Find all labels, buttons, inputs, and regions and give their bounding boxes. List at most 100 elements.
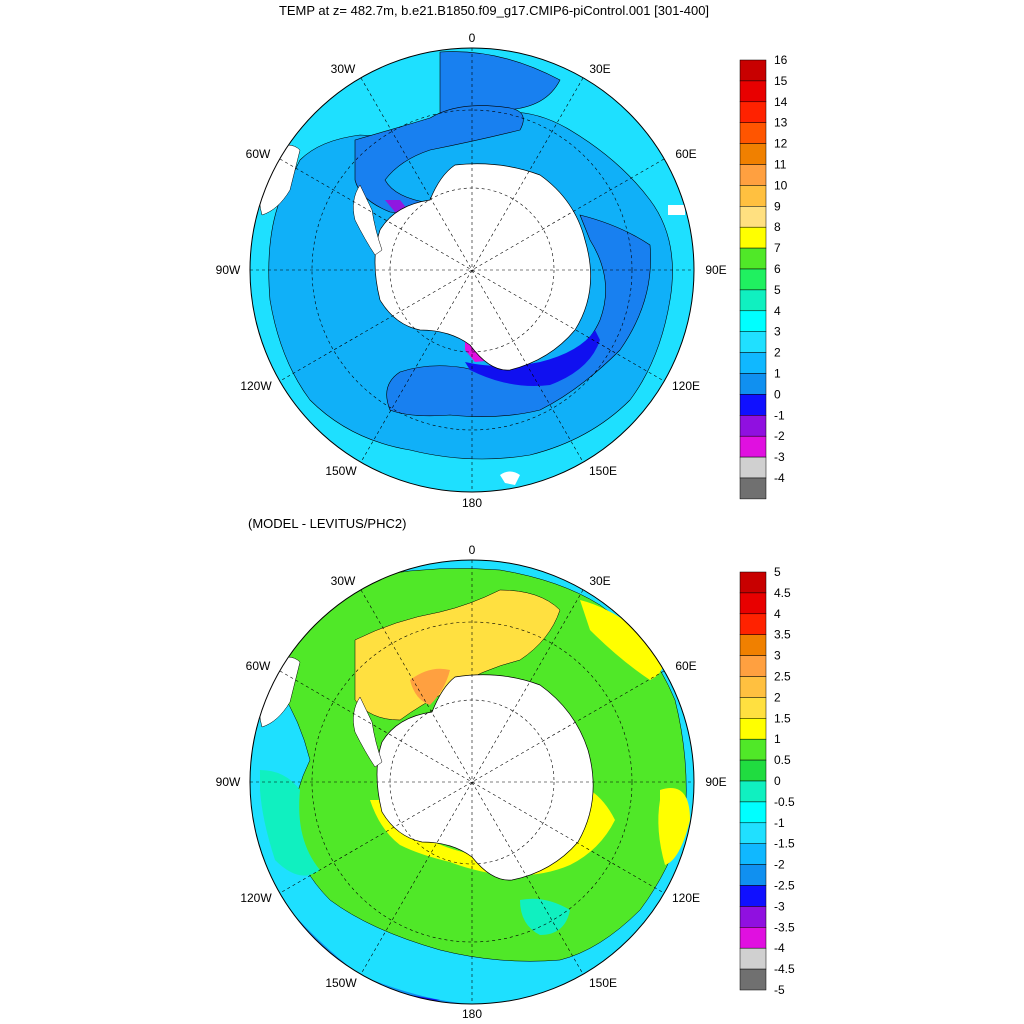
colorbar-tick-label: -3 bbox=[774, 899, 785, 913]
colorbar-swatch bbox=[739, 331, 767, 353]
antarctica-land bbox=[374, 163, 591, 371]
colorbar-swatch bbox=[739, 289, 767, 312]
diff-lon-label-180: 180 bbox=[462, 1007, 482, 1021]
diff-meridian-lines bbox=[250, 560, 694, 1004]
colorbar-tick-label: 0 bbox=[774, 774, 781, 788]
colorbar-tick-label: 0 bbox=[774, 387, 781, 401]
panel-2-boundary bbox=[249, 559, 695, 1005]
colorbar-swatch bbox=[739, 906, 767, 928]
colorbar-tick-label: 1 bbox=[774, 732, 781, 746]
lon-label-30e: 30E bbox=[589, 62, 610, 76]
colorbar-swatch bbox=[739, 759, 767, 782]
diff-lon-label-60e: 60E bbox=[675, 659, 696, 673]
colorbar-swatch bbox=[739, 352, 767, 374]
colorbar-tick-label: 13 bbox=[774, 116, 788, 130]
colorbar-swatch bbox=[739, 268, 767, 291]
colorbar-tick-label: -1 bbox=[774, 816, 785, 830]
diff-yellow-weddell bbox=[354, 589, 561, 721]
colorbar-tick-label: 0.5 bbox=[774, 753, 791, 767]
lon-label-0: 0 bbox=[469, 31, 476, 45]
colorbar-swatch bbox=[739, 571, 767, 594]
new-zealand-island bbox=[500, 471, 520, 485]
panel-2-colorbar: 5 4.5 4 3.5 3 2.5 2 1.5 1 0.5 0 -0.5 -1 -1.5 -2 -2.5 -3 -… bbox=[739, 565, 795, 997]
colorbar-tick-label: 12 bbox=[774, 137, 788, 151]
colorbar-swatch bbox=[739, 247, 767, 270]
colorbar-tick-label: -3 bbox=[774, 450, 785, 464]
lon-label-120e: 120E bbox=[672, 379, 700, 393]
colorbar-tick-label: 3 bbox=[774, 325, 781, 339]
colorbar-swatch bbox=[739, 843, 767, 865]
colorbar-tick-label: -3.5 bbox=[774, 920, 795, 934]
colorbar-tick-label: 11 bbox=[774, 158, 787, 172]
colorbar-tick-label: 8 bbox=[774, 220, 781, 234]
colorbar-swatch bbox=[739, 373, 767, 395]
colorbar-tick-label: -2 bbox=[774, 858, 785, 872]
colorbar-swatch bbox=[739, 634, 767, 656]
colorbar-tick-label: 3.5 bbox=[774, 628, 791, 642]
colorbar-swatch bbox=[739, 185, 767, 207]
panel-1-title: TEMP at z= 482.7m, b.e21.B1850.f09_g17.C… bbox=[279, 3, 709, 18]
colorbar-swatch bbox=[739, 718, 767, 740]
colorbar-swatch bbox=[739, 592, 767, 615]
diff-lon-label-30e: 30E bbox=[589, 574, 610, 588]
colorbar-swatch bbox=[739, 456, 767, 479]
colorbar-tick-label: -2 bbox=[774, 429, 785, 443]
colorbar-tick-label: 10 bbox=[774, 178, 788, 192]
latitude-circle-outer bbox=[311, 109, 633, 431]
lon-label-120w: 120W bbox=[240, 379, 272, 393]
diff-lon-label-30w: 30W bbox=[331, 574, 356, 588]
colorbar-swatch bbox=[739, 655, 767, 677]
diff-lon-label-120e: 120E bbox=[672, 891, 700, 905]
colorbar-tick-label: 14 bbox=[774, 95, 788, 109]
panel-1-longitude-labels: 0 30E 60E 90E 120E 150E 180 150W 120W 90… bbox=[216, 31, 727, 510]
colorbar-tick-label: 7 bbox=[774, 241, 781, 255]
lon-label-60e: 60E bbox=[675, 147, 696, 161]
meridian-lines bbox=[250, 48, 694, 492]
colorbar-tick-label: 2.5 bbox=[774, 670, 791, 684]
panel-2-map bbox=[250, 560, 694, 1004]
panel-2-longitude-labels: 0 30E 60E 90E 120E 150E 180 150W 120W 90… bbox=[216, 543, 727, 1021]
diff-orange-patch bbox=[410, 668, 450, 705]
colorbar-swatch bbox=[739, 613, 767, 635]
diff-latitude-circle-outer bbox=[311, 621, 633, 943]
colorbar-tick-label: 2 bbox=[774, 346, 781, 360]
lon-label-150e: 150E bbox=[589, 464, 617, 478]
kerguelen-island bbox=[668, 205, 685, 215]
colorbar-swatch bbox=[739, 477, 767, 500]
colorbar-swatch bbox=[739, 968, 767, 991]
colorbar-swatch bbox=[739, 676, 767, 698]
colorbar-tick-label: -1 bbox=[774, 408, 785, 422]
colorbar-swatch bbox=[739, 394, 767, 416]
colorbar-swatch bbox=[739, 822, 767, 844]
lon-label-150w: 150W bbox=[325, 464, 357, 478]
dark-blue-ross-strip bbox=[465, 330, 600, 386]
colorbar-tick-label: 2 bbox=[774, 690, 781, 704]
colorbar-swatch bbox=[739, 80, 767, 103]
lon-label-90w: 90W bbox=[216, 263, 241, 277]
colorbar-tick-label: 4 bbox=[774, 607, 781, 621]
diff-lon-label-90w: 90W bbox=[216, 775, 241, 789]
colorbar-swatch bbox=[739, 206, 767, 228]
colorbar-swatch bbox=[739, 780, 767, 803]
lon-label-60w: 60W bbox=[246, 147, 271, 161]
lon-label-90e: 90E bbox=[705, 263, 726, 277]
colorbar-swatch bbox=[739, 927, 767, 949]
colorbar-tick-label: -4.5 bbox=[774, 962, 795, 976]
colorbar-swatch bbox=[739, 310, 767, 332]
diff-lon-label-150e: 150E bbox=[589, 976, 617, 990]
colorbar-tick-label: 4.5 bbox=[774, 586, 791, 600]
colorbar-tick-label: 6 bbox=[774, 262, 781, 276]
colorbar-tick-label: -1.5 bbox=[774, 837, 795, 851]
colorbar-tick-label: 15 bbox=[774, 74, 788, 88]
colorbar-swatch bbox=[739, 947, 767, 970]
colorbar-swatch bbox=[739, 164, 767, 186]
lon-label-30w: 30W bbox=[331, 62, 356, 76]
colorbar-swatch bbox=[739, 415, 767, 437]
colorbar-swatch bbox=[739, 738, 767, 761]
diff-lon-label-60w: 60W bbox=[246, 659, 271, 673]
colorbar-tick-label: 3 bbox=[774, 649, 781, 663]
colorbar-swatch bbox=[739, 697, 767, 719]
diff-cyan-west bbox=[260, 770, 320, 876]
